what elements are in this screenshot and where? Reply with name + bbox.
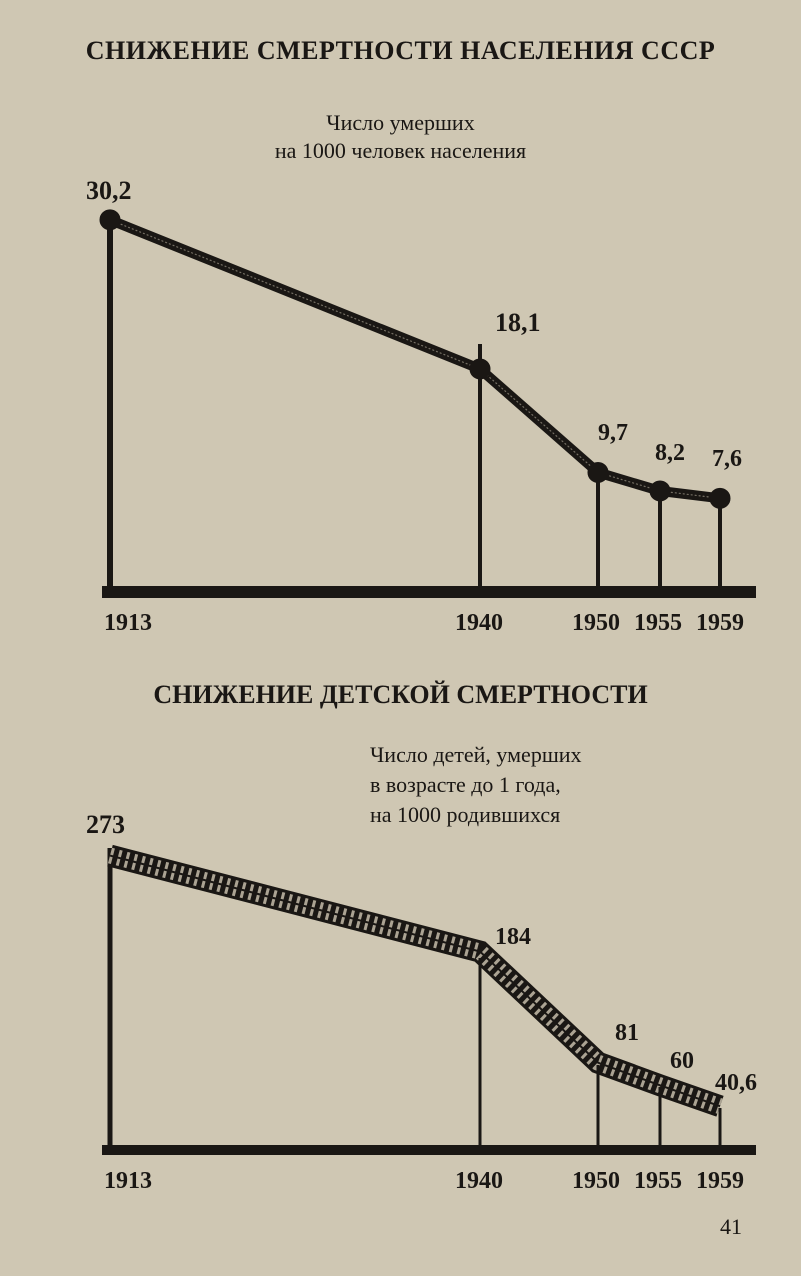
chart1-value-label-2: 9,7 bbox=[598, 420, 628, 447]
chart2-x-label-3: 1955 bbox=[634, 1168, 682, 1195]
chart1-value-label-3: 8,2 bbox=[655, 440, 685, 467]
chart2-x-label-4: 1959 bbox=[696, 1168, 744, 1195]
chart1-x-label-3: 1955 bbox=[634, 610, 682, 637]
page-title: СНИЖЕНИЕ СМЕРТНОСТИ НАСЕЛЕНИЯ СССР bbox=[0, 36, 801, 66]
chart2-subtitle-line2: в возрасте до 1 года, bbox=[370, 772, 561, 798]
chart1-x-label-0: 1913 bbox=[104, 610, 152, 637]
chart2-value-label-4: 40,6 bbox=[715, 1070, 757, 1097]
chart2-value-label-0: 273 bbox=[86, 810, 125, 840]
chart2-subtitle-line1: Число детей, умерших bbox=[370, 742, 582, 768]
page-number: 41 bbox=[720, 1214, 742, 1240]
chart1-x-label-1: 1940 bbox=[455, 610, 503, 637]
section2-title: СНИЖЕНИЕ ДЕТСКОЙ СМЕРТНОСТИ bbox=[0, 680, 801, 710]
chart2-x-label-1: 1940 bbox=[455, 1168, 503, 1195]
chart2-value-label-1: 184 bbox=[495, 924, 531, 951]
chart2-subtitle-line3: на 1000 родившихся bbox=[370, 802, 560, 828]
chart2-x-label-0: 1913 bbox=[104, 1168, 152, 1195]
page: СНИЖЕНИЕ СМЕРТНОСТИ НАСЕЛЕНИЯ СССР Число… bbox=[0, 0, 801, 1276]
chart2-value-label-2: 81 bbox=[615, 1020, 639, 1047]
chart1-value-label-1: 18,1 bbox=[495, 308, 541, 338]
chart1-value-label-4: 7,6 bbox=[712, 446, 742, 473]
chart1-value-label-0: 30,2 bbox=[86, 176, 132, 206]
chart1-x-label-4: 1959 bbox=[696, 610, 744, 637]
chart2-x-label-2: 1950 bbox=[572, 1168, 620, 1195]
chart1-subtitle-line2: на 1000 человек населения bbox=[0, 138, 801, 164]
chart1-subtitle-line1: Число умерших bbox=[0, 110, 801, 136]
chart2-value-label-3: 60 bbox=[670, 1048, 694, 1075]
chart1-x-label-2: 1950 bbox=[572, 610, 620, 637]
